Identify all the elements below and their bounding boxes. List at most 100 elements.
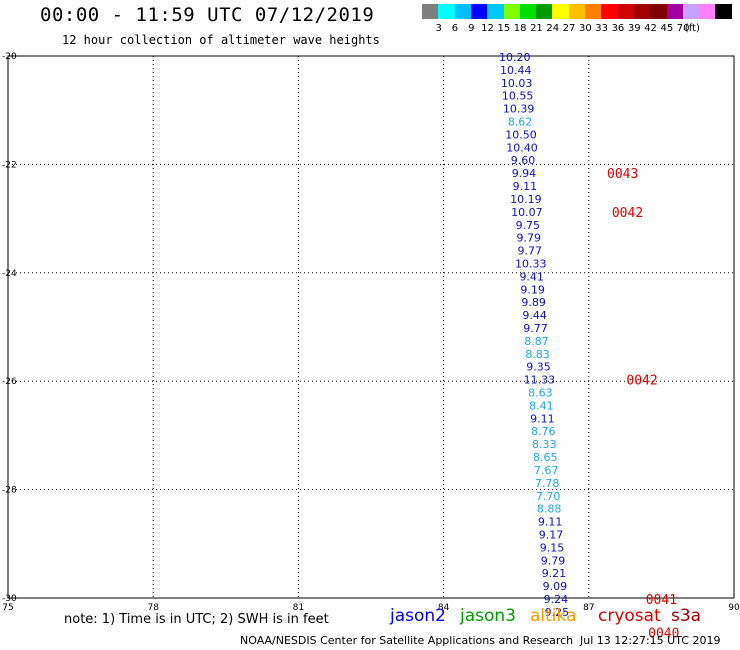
color-scale-unit: (ft) bbox=[684, 23, 700, 34]
wave-height-point: 10.40 bbox=[506, 142, 538, 155]
color-scale-label: 18 bbox=[513, 23, 527, 34]
color-scale-swatch bbox=[454, 4, 472, 19]
color-scale-swatch bbox=[552, 4, 570, 19]
color-scale-label: 3 bbox=[435, 23, 442, 34]
wave-height-point: 10.33 bbox=[515, 258, 547, 271]
chart-title: 00:00 - 11:59 UTC 07/12/2019 bbox=[40, 4, 375, 26]
color-scale-swatch bbox=[585, 4, 602, 19]
wave-height-point: 7.67 bbox=[534, 464, 559, 477]
y-tick-label: -28 bbox=[2, 486, 17, 496]
plot-frame bbox=[7, 55, 735, 599]
wave-height-point: 10.44 bbox=[500, 64, 532, 77]
color-scale-label: 12 bbox=[481, 23, 494, 34]
color-scale-label: 9 bbox=[468, 23, 475, 34]
color-scale-label: 21 bbox=[530, 23, 543, 34]
wave-height-point: 11.33 bbox=[524, 373, 556, 386]
satellite-legend-jason3: jason3 bbox=[460, 606, 516, 626]
color-scale-label: 27 bbox=[562, 23, 576, 34]
color-scale-label: 70 bbox=[676, 23, 690, 34]
color-scale-swatch bbox=[617, 4, 635, 19]
wave-height-point: 10.07 bbox=[511, 206, 543, 219]
color-scale-label: 42 bbox=[644, 23, 657, 34]
color-scale-label: 45 bbox=[660, 23, 674, 34]
wave-height-point: 9.11 bbox=[530, 413, 555, 426]
color-scale-label: 30 bbox=[578, 23, 592, 34]
satellite-legend-altika: altika bbox=[530, 606, 577, 626]
track-time-label: 0040 bbox=[648, 627, 679, 642]
wave-height-point: 7.78 bbox=[535, 477, 560, 490]
x-tick-label: 84 bbox=[438, 603, 450, 613]
wave-height-point: 9.79 bbox=[541, 555, 566, 568]
color-scale-label: 6 bbox=[451, 23, 459, 34]
x-tick-label: 81 bbox=[293, 603, 304, 613]
y-tick-label: -30 bbox=[2, 594, 17, 604]
wave-height-point: 8.88 bbox=[537, 502, 562, 515]
track-time-label: 0043 bbox=[607, 167, 638, 182]
wave-height-point: 8.87 bbox=[524, 335, 549, 348]
color-scale-swatch bbox=[536, 4, 554, 19]
wave-height-point: 9.19 bbox=[520, 284, 545, 297]
wave-height-point: 9.75 bbox=[516, 219, 541, 232]
wave-height-point: 8.33 bbox=[532, 438, 557, 451]
y-tick-label: -26 bbox=[2, 377, 17, 387]
color-scale-swatch bbox=[519, 4, 537, 19]
footer-note: note: 1) Time is in UTC; 2) SWH is in fe… bbox=[64, 612, 329, 627]
wave-height-point: 9.77 bbox=[523, 322, 548, 335]
timestamp-text: Jul 13 12:27:15 UTC 2019 bbox=[580, 634, 721, 647]
wave-height-point: 8.63 bbox=[528, 386, 553, 399]
color-scale-label: 33 bbox=[595, 23, 608, 34]
wave-height-point: 9.89 bbox=[521, 296, 546, 309]
track-time-label: 0041 bbox=[646, 593, 677, 608]
track-time-label: 0042 bbox=[626, 373, 657, 388]
color-scale-label: 24 bbox=[546, 23, 560, 34]
wave-height-point: 10.20 bbox=[499, 51, 531, 64]
wave-height-point: 8.65 bbox=[533, 451, 558, 464]
wave-height-point: 10.39 bbox=[503, 102, 535, 115]
wave-height-point: 10.50 bbox=[505, 129, 537, 142]
x-tick-label: 90 bbox=[728, 603, 740, 613]
wave-height-point: 9.77 bbox=[518, 244, 543, 257]
wave-height-point: 10.19 bbox=[510, 193, 542, 206]
x-tick-label: 78 bbox=[147, 603, 159, 613]
y-tick-label: -22 bbox=[2, 160, 17, 170]
y-tick-label: -24 bbox=[2, 269, 17, 279]
wave-height-point: 9.11 bbox=[538, 515, 563, 528]
color-scale-swatch bbox=[503, 4, 521, 19]
wave-height-point: 9.24 bbox=[544, 593, 569, 606]
satellite-legend-s3a: s3a bbox=[671, 606, 702, 626]
satellite-legend-jason2: jason2 bbox=[390, 606, 446, 626]
wave-height-point: 9.79 bbox=[517, 231, 542, 244]
wave-height-point: 9.09 bbox=[543, 580, 568, 593]
color-scale-swatch bbox=[682, 4, 700, 19]
wave-height-point: 9.25 bbox=[545, 606, 570, 619]
wave-height-point: 8.76 bbox=[531, 425, 556, 438]
color-scale-swatch bbox=[438, 4, 456, 19]
wave-height-point: 9.94 bbox=[512, 167, 537, 180]
color-scale-label: 36 bbox=[611, 23, 625, 34]
wave-height-point: 10.03 bbox=[501, 77, 533, 90]
wave-height-point: 9.44 bbox=[522, 309, 547, 322]
color-scale-swatch bbox=[470, 4, 488, 19]
credit-text: NOAA/NESDIS Center for Satellite Applica… bbox=[240, 634, 574, 647]
color-scale-swatch bbox=[699, 4, 717, 19]
track-time-label: 0042 bbox=[612, 206, 643, 221]
wave-height-point: 9.41 bbox=[519, 271, 544, 284]
color-scale-swatch bbox=[601, 4, 619, 19]
color-scale-swatch bbox=[715, 4, 733, 19]
wave-height-point: 8.83 bbox=[525, 348, 550, 361]
wave-height-point: 8.41 bbox=[529, 400, 554, 413]
color-scale-swatch bbox=[650, 4, 668, 19]
wave-height-point: 10.55 bbox=[502, 89, 534, 102]
wave-height-point: 9.35 bbox=[526, 360, 551, 373]
wave-height-point: 9.17 bbox=[539, 529, 564, 542]
wave-height-point: 8.62 bbox=[508, 115, 533, 128]
x-tick-label: 87 bbox=[583, 603, 594, 613]
color-scale-label: 39 bbox=[627, 23, 641, 34]
x-tick-label: 75 bbox=[2, 603, 13, 613]
wave-height-point: 9.60 bbox=[511, 154, 536, 167]
y-tick-label: -20 bbox=[2, 52, 17, 62]
wave-height-point: 7.70 bbox=[536, 490, 561, 503]
color-scale-swatch bbox=[422, 4, 439, 19]
wave-height-point: 9.21 bbox=[542, 567, 567, 580]
